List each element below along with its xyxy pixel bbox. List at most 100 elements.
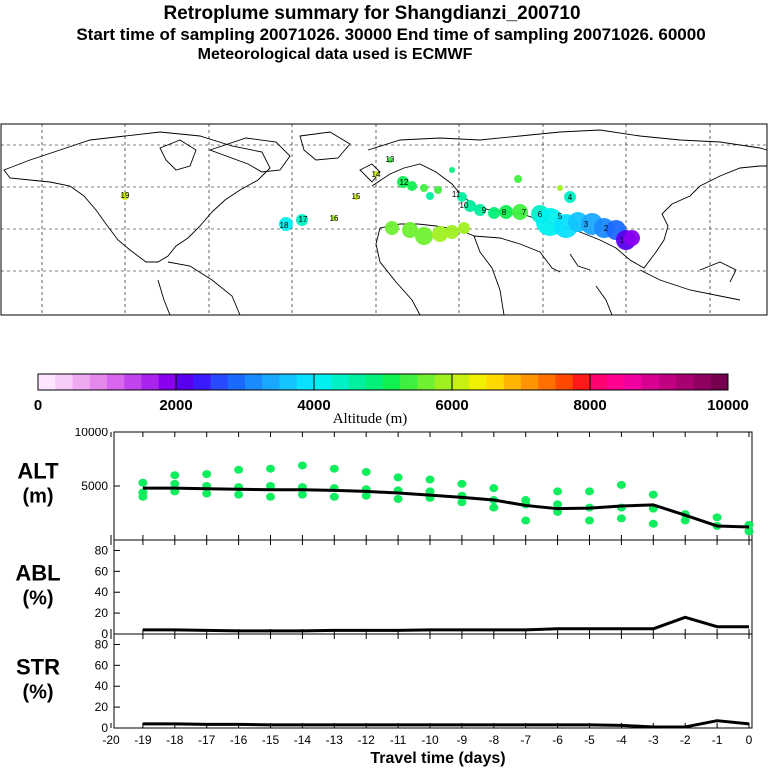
colorbar-cell (279, 374, 298, 390)
colorbar-cell (641, 374, 660, 390)
y-tick-label: 5000 (81, 479, 108, 493)
colorbar-cell (107, 374, 125, 390)
plume-marker (564, 191, 576, 203)
x-tick-label: -20 (102, 733, 120, 747)
plume-marker (434, 186, 442, 194)
colorbar-cell (572, 374, 591, 390)
x-tick-label: -2 (680, 733, 691, 747)
alt-marker (585, 516, 594, 525)
plume-marker (426, 192, 434, 200)
colorbar-cell (417, 374, 436, 390)
x-tick-label: -5 (584, 733, 595, 747)
colorbar-cell (245, 374, 263, 390)
plume-marker (279, 217, 293, 231)
plume-marker (458, 222, 470, 234)
y-tick-label: 80 (95, 637, 109, 651)
series-line (142, 615, 749, 633)
colorbar-cell (55, 374, 73, 390)
plume-day-label: 4 (568, 193, 573, 202)
alt-marker (553, 500, 563, 509)
alt-marker (457, 479, 467, 488)
colorbar-cell (590, 374, 608, 390)
plume-day-label: 18 (280, 221, 289, 230)
plume-marker (457, 192, 467, 202)
x-tick-label: -12 (358, 733, 376, 747)
colorbar-cell (365, 374, 384, 390)
y-tick-label: 40 (95, 585, 109, 599)
colorbar-cell (210, 374, 229, 390)
plume-day-label: 10 (460, 201, 469, 210)
y-tick-label: 60 (95, 564, 109, 578)
colorbar-cell (383, 374, 401, 390)
altitude-colorbar: 0 2000 4000 6000 8000 10000 Altitude (m) (34, 373, 749, 427)
alt-marker (266, 482, 275, 490)
colorbar-cell (193, 374, 211, 390)
plume-day-label: 9 (482, 206, 487, 215)
colorbar-cell (710, 374, 729, 390)
colorbar-tick-label: 8000 (573, 397, 606, 414)
plume-day-label: 14 (372, 170, 381, 179)
alt-marker (234, 490, 244, 499)
panel-unit: (m) (22, 485, 53, 507)
colorbar-cell (469, 374, 487, 390)
y-tick-label: 0 (101, 627, 108, 641)
alt-marker (266, 464, 275, 473)
colorbar-cell (296, 374, 315, 390)
y-tick-label: 80 (95, 543, 109, 557)
colorbar-cell (521, 374, 539, 390)
x-tick-label: -15 (262, 733, 280, 747)
alt-marker (170, 479, 180, 488)
x-tick-label: -19 (134, 733, 152, 747)
x-tick-label: 0 (746, 733, 753, 747)
colorbar-cell (38, 374, 56, 390)
colorbar-cell (89, 374, 108, 390)
series-line (142, 486, 750, 529)
panel-frame (113, 539, 753, 635)
colorbar-cell (72, 374, 91, 390)
x-tick-label: -18 (166, 733, 184, 747)
plume-day-label: 11 (452, 190, 461, 199)
alt-marker (648, 519, 658, 528)
alt-marker (202, 489, 212, 498)
plume-marker (296, 214, 308, 226)
x-tick-label: -11 (390, 733, 407, 747)
y-tick-label: 0 (101, 721, 108, 735)
x-tick-label: -10 (421, 733, 439, 747)
map-gridlines (1, 124, 767, 315)
colorbar-cell (124, 374, 142, 390)
colorbar-cell (693, 374, 712, 390)
plume-marker (432, 226, 448, 242)
alt-marker (361, 491, 371, 500)
colorbar-tick-label: 0 (34, 397, 42, 414)
alt-marker (329, 492, 339, 501)
alt-marker (521, 496, 531, 505)
colorbar-cell (452, 374, 470, 390)
panel-unit: (%) (22, 681, 53, 703)
x-tick-label: -9 (457, 733, 468, 747)
colorbar-cells (38, 374, 729, 390)
alt-marker (744, 527, 754, 536)
plume-marker (449, 167, 455, 173)
x-tick-label: -14 (294, 733, 312, 747)
colorbar-cell (624, 374, 643, 390)
alt-marker (202, 470, 212, 479)
plume-markers: 19 18 17 16 15 14 13 12 11 10 9 8 7 6 5 4 3 2 1 (121, 155, 640, 250)
plume-day-label: 17 (299, 215, 308, 224)
x-tick-label: -3 (648, 733, 659, 747)
panel-label: ABL (15, 560, 60, 585)
alt-marker (585, 487, 594, 496)
plume-marker (407, 181, 417, 191)
alt-marker (616, 514, 626, 523)
plume-marker (397, 176, 409, 188)
colorbar-cell (659, 374, 677, 390)
colorbar-cell (486, 374, 505, 390)
colorbar-cell (158, 374, 177, 390)
y-tick-label: 20 (95, 606, 109, 620)
plume-day-label: 19 (121, 191, 130, 200)
colorbar-cell (227, 374, 246, 390)
x-tick-label: -8 (488, 733, 499, 747)
plume-marker (387, 157, 393, 163)
colorbar-cell (434, 374, 453, 390)
